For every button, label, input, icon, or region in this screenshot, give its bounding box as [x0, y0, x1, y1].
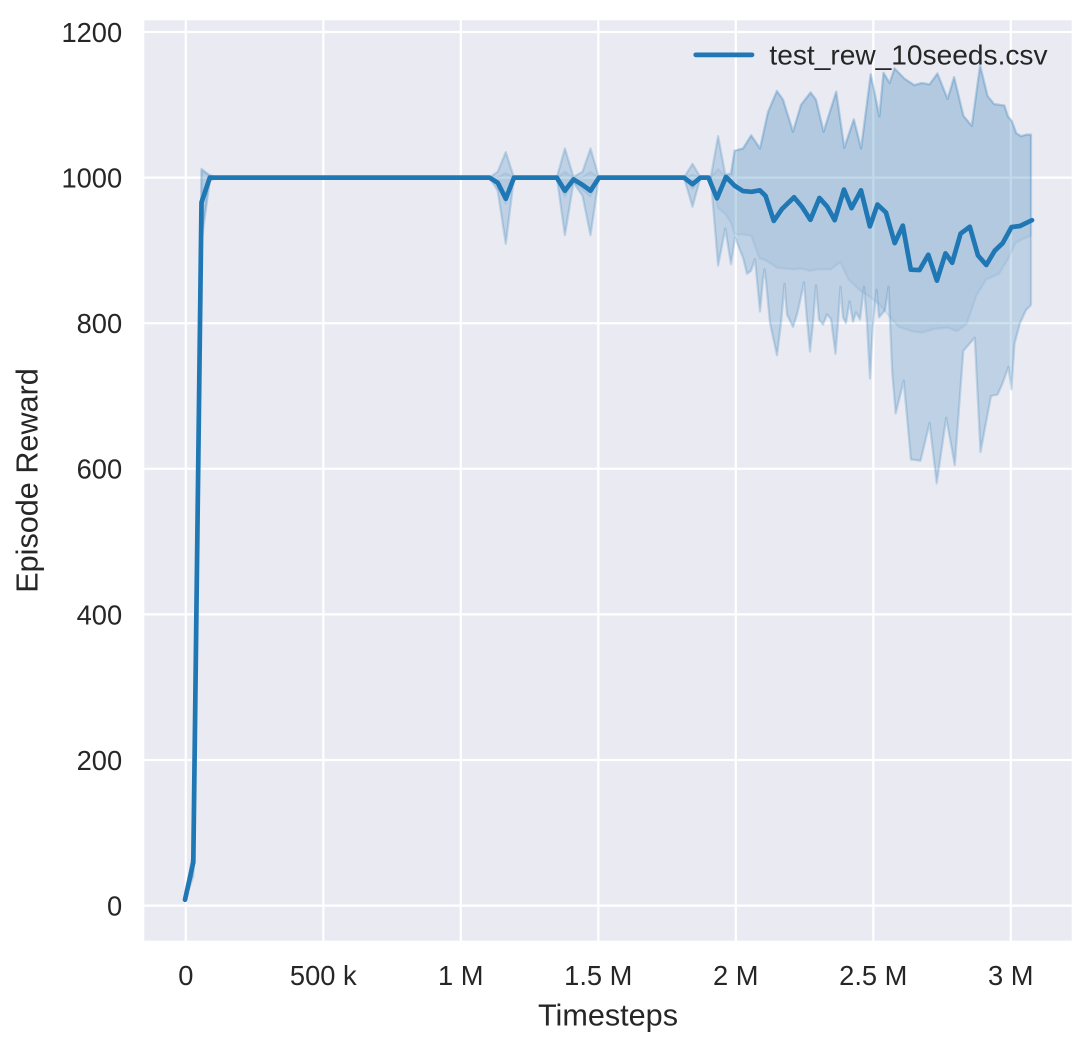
- svg-text:Timesteps: Timesteps: [538, 998, 678, 1032]
- svg-text:2.5 M: 2.5 M: [839, 960, 907, 991]
- svg-text:1000: 1000: [61, 162, 122, 193]
- svg-text:1200: 1200: [61, 17, 122, 48]
- svg-text:200: 200: [77, 745, 123, 776]
- svg-text:0: 0: [178, 960, 193, 991]
- svg-text:3 M: 3 M: [988, 960, 1033, 991]
- svg-text:600: 600: [77, 454, 123, 485]
- svg-text:2 M: 2 M: [713, 960, 758, 991]
- svg-text:test_rew_10seeds.csv: test_rew_10seeds.csv: [769, 40, 1047, 71]
- svg-text:1.5 M: 1.5 M: [564, 960, 632, 991]
- svg-text:0: 0: [107, 890, 122, 921]
- svg-text:500 k: 500 k: [290, 960, 357, 991]
- svg-text:Episode Reward: Episode Reward: [11, 368, 45, 593]
- svg-text:1 M: 1 M: [438, 960, 483, 991]
- svg-text:400: 400: [77, 599, 123, 630]
- svg-text:800: 800: [77, 308, 123, 339]
